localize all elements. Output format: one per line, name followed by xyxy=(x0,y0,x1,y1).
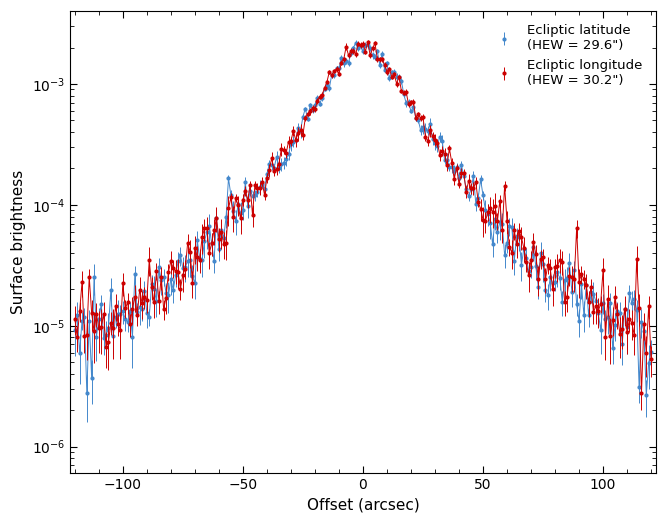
X-axis label: Offset (arcsec): Offset (arcsec) xyxy=(307,498,420,513)
Legend: Ecliptic latitude
(HEW = 29.6"), Ecliptic longitude
(HEW = 30.2"): Ecliptic latitude (HEW = 29.6"), Eclipti… xyxy=(484,18,649,93)
Y-axis label: Surface brightness: Surface brightness xyxy=(11,170,26,314)
